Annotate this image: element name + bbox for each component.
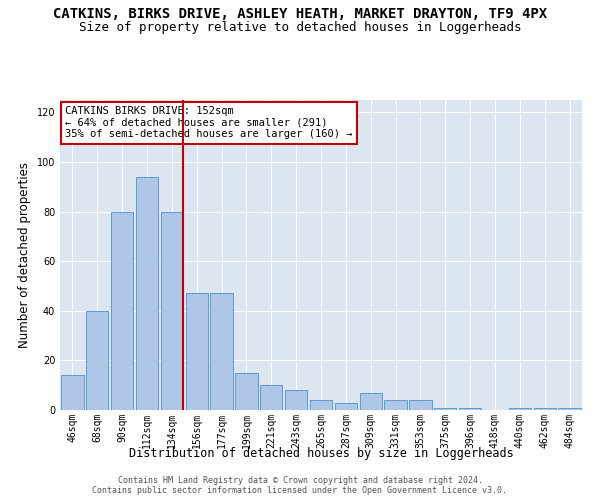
Text: CATKINS BIRKS DRIVE: 152sqm
← 64% of detached houses are smaller (291)
35% of se: CATKINS BIRKS DRIVE: 152sqm ← 64% of det… bbox=[65, 106, 353, 140]
Bar bbox=[61, 376, 83, 410]
Bar bbox=[285, 390, 307, 410]
Bar bbox=[409, 400, 431, 410]
Text: Distribution of detached houses by size in Loggerheads: Distribution of detached houses by size … bbox=[128, 448, 514, 460]
Bar bbox=[136, 177, 158, 410]
Bar bbox=[310, 400, 332, 410]
Bar bbox=[533, 408, 556, 410]
Bar bbox=[359, 392, 382, 410]
Text: Contains HM Land Registry data © Crown copyright and database right 2024.
Contai: Contains HM Land Registry data © Crown c… bbox=[92, 476, 508, 495]
Y-axis label: Number of detached properties: Number of detached properties bbox=[18, 162, 31, 348]
Bar bbox=[459, 408, 481, 410]
Bar bbox=[509, 408, 531, 410]
Bar bbox=[260, 385, 283, 410]
Bar bbox=[211, 294, 233, 410]
Bar bbox=[385, 400, 407, 410]
Bar bbox=[111, 212, 133, 410]
Bar bbox=[235, 373, 257, 410]
Bar bbox=[161, 212, 183, 410]
Bar bbox=[335, 402, 357, 410]
Text: CATKINS, BIRKS DRIVE, ASHLEY HEATH, MARKET DRAYTON, TF9 4PX: CATKINS, BIRKS DRIVE, ASHLEY HEATH, MARK… bbox=[53, 8, 547, 22]
Bar bbox=[434, 408, 457, 410]
Text: Size of property relative to detached houses in Loggerheads: Size of property relative to detached ho… bbox=[79, 21, 521, 34]
Bar bbox=[559, 408, 581, 410]
Bar bbox=[185, 294, 208, 410]
Bar bbox=[86, 311, 109, 410]
